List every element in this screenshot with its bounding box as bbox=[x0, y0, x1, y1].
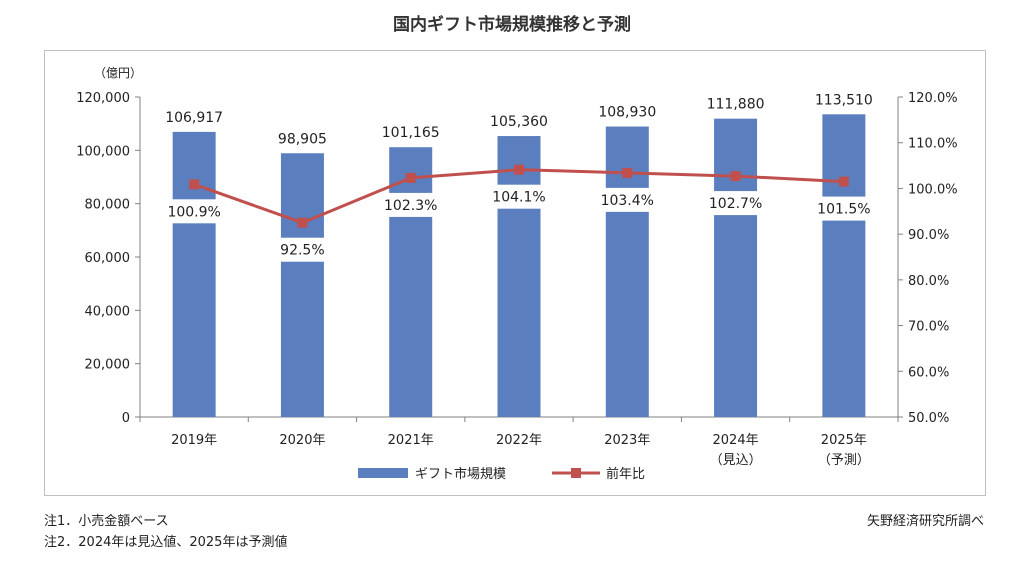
x-axis-tick-label: 2025年 bbox=[821, 433, 867, 448]
ratio-value-label: 92.5% bbox=[280, 243, 324, 259]
ratio-marker bbox=[405, 172, 416, 183]
chart-title: 国内ギフト市場規模推移と予測 bbox=[393, 15, 631, 35]
note-1: 注1．小売金額ベース bbox=[44, 514, 169, 529]
note-2: 注2．2024年は見込値、2025年は予測値 bbox=[44, 535, 288, 550]
ratio-label-bg bbox=[599, 187, 656, 212]
right-axis-tick-label: 110.0% bbox=[908, 137, 958, 152]
right-axis-tick-label: 90.0% bbox=[908, 228, 949, 243]
right-axis-tick-label: 80.0% bbox=[908, 274, 949, 289]
ratio-marker bbox=[514, 164, 524, 175]
x-axis-tick-sublabel: （見込） bbox=[710, 453, 762, 468]
ratio-label-bg bbox=[166, 199, 223, 224]
ratio-marker bbox=[730, 171, 741, 182]
bar-value-label: 113,510 bbox=[815, 92, 873, 108]
ratio-label-bg bbox=[382, 192, 439, 217]
bar bbox=[497, 136, 541, 418]
bar bbox=[172, 131, 216, 417]
bar-value-label: 106,917 bbox=[165, 110, 223, 126]
ratio-marker bbox=[189, 179, 200, 190]
x-axis-tick-label: 2021年 bbox=[388, 433, 434, 448]
ratio-value-label: 102.7% bbox=[709, 196, 762, 212]
ratio-marker bbox=[622, 167, 633, 178]
left-axis-tick-label: 100,000 bbox=[76, 144, 130, 159]
ratio-value-label: 102.3% bbox=[384, 198, 437, 214]
legend-line-marker bbox=[571, 468, 581, 478]
x-axis-tick-label: 2023年 bbox=[604, 433, 650, 448]
legend-line-label: 前年比 bbox=[606, 466, 645, 482]
left-axis-tick-label: 20,000 bbox=[85, 358, 131, 373]
ratio-value-label: 101.5% bbox=[817, 202, 870, 218]
ratio-marker bbox=[297, 217, 308, 228]
left-axis-tick-label: 0 bbox=[122, 411, 130, 426]
left-axis-tick-label: 40,000 bbox=[85, 304, 131, 319]
legend-bar-swatch bbox=[358, 468, 408, 478]
right-axis-tick-label: 60.0% bbox=[908, 365, 949, 380]
axes-group: 0 20,000 40,000 60,000 80,000 100,000 120,000 （… bbox=[76, 66, 957, 468]
right-axis-tick-label: 50.0% bbox=[908, 411, 949, 426]
x-axis-tick-sublabel: （予測） bbox=[818, 453, 870, 468]
ratio-marker bbox=[838, 176, 849, 187]
x-axis-tick-label: 2024年 bbox=[713, 433, 759, 448]
left-axis-tick-label: 60,000 bbox=[85, 251, 131, 266]
bar-value-label: 108,930 bbox=[598, 105, 656, 121]
bar-value-label: 111,880 bbox=[707, 97, 765, 113]
right-axis-tick-label: 120.0% bbox=[908, 91, 958, 106]
bar-value-label: 105,360 bbox=[490, 114, 548, 130]
x-axis-tick-label: 2022年 bbox=[496, 433, 542, 448]
left-axis-tick-label: 80,000 bbox=[85, 198, 131, 213]
ratio-label-bg bbox=[274, 237, 331, 262]
left-axis-unit-label: （億円） bbox=[94, 66, 142, 80]
ratio-label-bg bbox=[491, 184, 547, 209]
bar-value-label: 98,905 bbox=[278, 131, 327, 147]
bar bbox=[822, 114, 866, 417]
bar bbox=[714, 118, 758, 418]
ratio-label-bg bbox=[707, 191, 764, 216]
bar bbox=[389, 147, 433, 417]
ratio-label-bg bbox=[815, 196, 872, 221]
ratio-value-label: 103.4% bbox=[601, 193, 654, 209]
bar-value-label: 101,165 bbox=[382, 125, 440, 141]
ratio-value-label: 100.9% bbox=[167, 204, 220, 220]
left-axis-tick-label: 120,000 bbox=[76, 91, 130, 106]
bar bbox=[280, 153, 324, 417]
chart-frame bbox=[44, 50, 986, 496]
right-axis-tick-label: 70.0% bbox=[908, 320, 949, 335]
right-axis-tick-label: 100.0% bbox=[908, 182, 958, 197]
source-credit: 矢野経済研究所調べ bbox=[866, 514, 984, 529]
x-axis-tick-label: 2020年 bbox=[279, 433, 325, 448]
legend-bar-label: ギフト市場規模 bbox=[415, 466, 506, 482]
bars-group bbox=[172, 114, 866, 418]
data-labels-group: 106,917 98,905 101,165 105,360 108,930 111,88… bbox=[165, 92, 873, 262]
legend-group: ギフト市場規模 前年比 bbox=[358, 466, 645, 482]
x-axis-tick-label: 2019年 bbox=[171, 433, 217, 448]
ratio-value-label: 104.1% bbox=[492, 190, 545, 206]
line-group bbox=[189, 164, 849, 228]
